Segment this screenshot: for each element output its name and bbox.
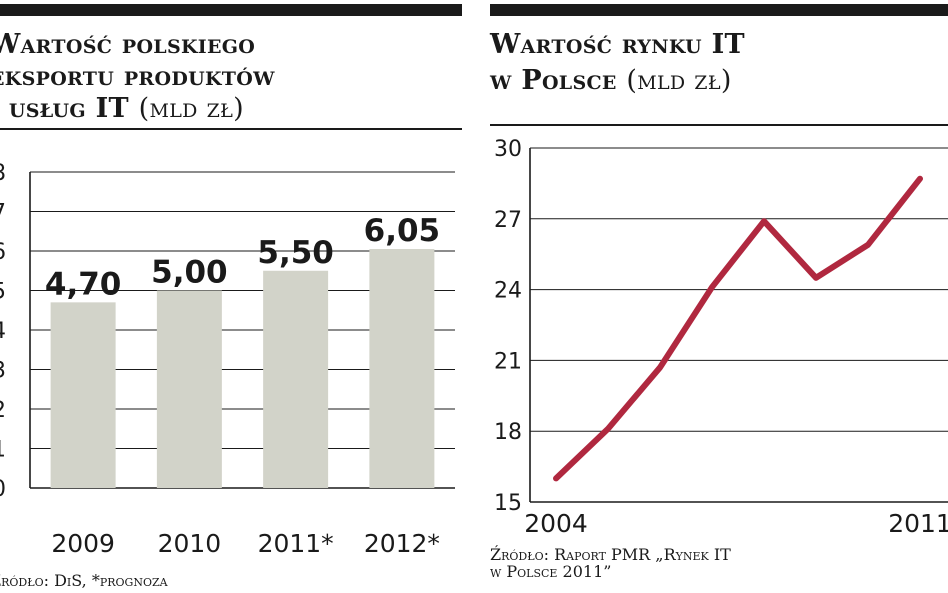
- bar: [369, 249, 435, 488]
- bar-value-label: 6,05: [364, 213, 441, 249]
- y-tick-label: 0: [0, 477, 6, 502]
- chart-unit: (mld zł): [138, 93, 244, 124]
- y-tick-label: 27: [494, 208, 522, 233]
- bar-value-label: 5,00: [151, 255, 228, 291]
- chart-source-line-2: w Polsce 2011”: [490, 562, 612, 581]
- chart-title-line-1: Wartość rynku IT: [490, 29, 745, 60]
- chart-unit: (mld zł): [626, 65, 732, 96]
- export-chart-panel: Wartość polskiego eksportu produktów i u…: [0, 0, 462, 593]
- bar: [263, 270, 329, 488]
- y-tick-label: 8: [0, 161, 6, 186]
- bar-chart: 0 1 2 3 4 5 6 7 8 4,70 2009 5,00 2010 5,50 2011* 6,05 20…: [0, 161, 455, 558]
- bar: [50, 302, 116, 488]
- chart-source-line-1: Źródło: Raport PMR „Rynek IT: [490, 545, 731, 564]
- y-tick-label: 24: [494, 279, 522, 304]
- title-divider: [490, 124, 948, 126]
- chart-title-line-1: Wartość polskiego: [0, 29, 256, 60]
- bar-value-label: 5,50: [257, 235, 334, 271]
- x-tick-label: 2004: [524, 509, 588, 538]
- y-tick-label: 2: [0, 398, 6, 423]
- chart-source: Źródło: DiS, *prognoza: [0, 571, 168, 590]
- x-tick-label: 2009: [51, 529, 115, 558]
- bar-value-label: 4,70: [45, 266, 122, 302]
- chart-title-text: i usług IT: [0, 93, 129, 124]
- chart-title-line-2: eksportu produktów: [0, 61, 275, 92]
- top-rule: [0, 4, 462, 16]
- market-chart-panel: Wartość rynku IT w Polsce (mld zł) 15 18 2…: [490, 0, 948, 593]
- y-tick-label: 15: [494, 491, 522, 516]
- y-tick-label: 30: [494, 137, 522, 162]
- y-tick-label: 21: [494, 349, 522, 374]
- chart-title-line-2: w Polsce: [490, 65, 617, 96]
- x-tick-label: 2012*: [364, 529, 440, 558]
- title-divider: [0, 128, 462, 130]
- y-tick-label: 7: [0, 201, 6, 226]
- y-tick-label: 6: [0, 240, 6, 265]
- y-tick-label: 18: [494, 420, 522, 445]
- y-tick-label: 5: [0, 280, 6, 305]
- line-chart: 15 18 21 24 27 30 2004 2011: [494, 137, 948, 538]
- chart-title-line-3: i usług IT (mld zł): [0, 94, 244, 124]
- series-line: [553, 175, 923, 482]
- x-tick-label: 2010: [158, 529, 222, 558]
- y-tick-label: 3: [0, 359, 6, 384]
- y-tick-label: 4: [0, 319, 6, 344]
- bar: [156, 290, 222, 488]
- top-rule: [490, 4, 948, 16]
- y-tick-label: 1: [0, 438, 6, 463]
- x-tick-label: 2011: [888, 509, 948, 538]
- x-tick-label: 2011*: [258, 529, 334, 558]
